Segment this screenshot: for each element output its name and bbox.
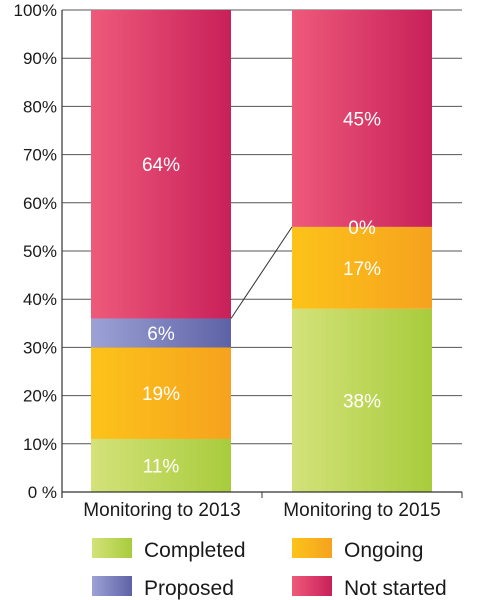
bar-segment-completed [292,308,432,492]
x-category-labels: Monitoring to 2013 Monitoring to 2015 [83,500,440,521]
x-category-label: Monitoring to 2015 [283,500,440,521]
y-tick-label: 0 % [28,483,57,502]
bar-segment-not-started [292,10,432,227]
legend-swatch [92,576,132,596]
y-tick-labels: 0 % 10% 20% 30% 40% 50% 60% 70% 80% 90% 100% [14,1,57,502]
bar-segment-proposed [91,318,231,348]
bar-segment-ongoing [91,347,231,439]
legend-label: Completed [144,539,246,562]
y-tick-label: 70% [23,146,57,165]
y-tick-label: 60% [23,194,57,213]
bar-segment-not-started [91,10,231,319]
data-label: 0% [348,218,376,239]
data-label: 45% [343,109,381,130]
y-tick-label: 30% [23,338,57,357]
legend: Completed Ongoing Proposed Not started [92,538,447,600]
bars [91,10,432,492]
data-label: 11% [143,456,180,477]
data-label: 38% [343,391,381,412]
legend-label: Ongoing [344,539,423,562]
data-label: 6% [147,324,175,345]
legend-swatch [92,538,132,558]
x-category-label: Monitoring to 2013 [83,500,240,521]
y-tick-label: 90% [23,49,57,68]
legend-label: Not started [344,577,447,600]
axes [61,10,463,498]
y-tick-label: 100% [14,1,57,20]
data-labels: 11% 19% 6% 64% 38% 17% 0% 45% [142,109,381,477]
data-label: 19% [142,384,180,405]
y-tick-label: 80% [23,97,57,116]
y-tick-label: 10% [23,435,57,454]
legend-label: Proposed [144,577,234,600]
y-tick-label: 20% [23,387,57,406]
legend-swatch [292,576,332,596]
bar-segment-completed [91,438,231,492]
data-label: 64% [142,155,180,176]
y-tick-label: 50% [23,242,57,261]
y-tick-label: 40% [23,290,57,309]
connector [230,226,293,319]
connector-line [230,226,293,319]
legend-swatch [292,538,332,558]
data-label: 17% [343,259,381,280]
bar-segment-ongoing [292,226,432,309]
